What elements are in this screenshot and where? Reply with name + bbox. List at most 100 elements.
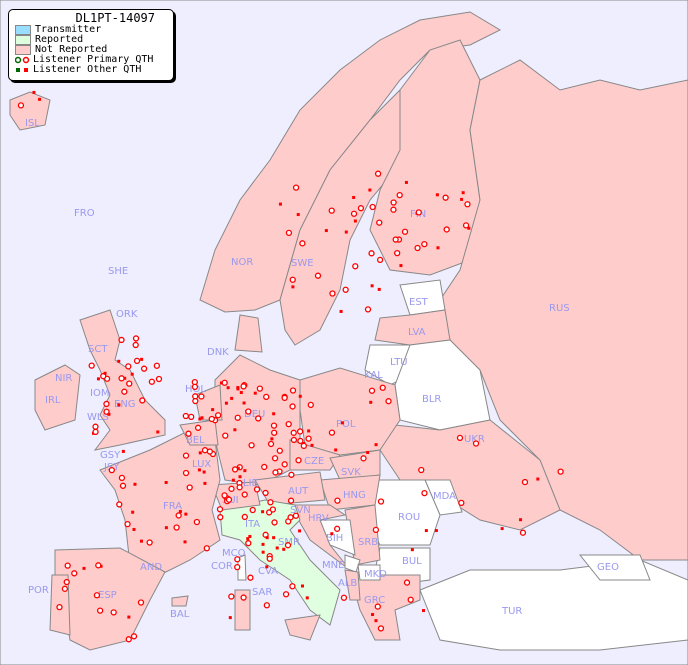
legend-label: Listener Primary QTH — [33, 54, 154, 65]
country-label-cva: CVA — [258, 566, 278, 577]
country-label-fra: FRA — [163, 501, 182, 512]
country-label-sct: SCT — [88, 344, 108, 355]
listener-primary-qth-marker — [352, 263, 359, 270]
listener-primary-qth-marker — [329, 290, 336, 297]
listener-primary-qth-marker — [368, 387, 376, 394]
listener-primary-qth-marker — [266, 555, 273, 562]
listener-primary-qth-marker — [240, 383, 247, 390]
listener-primary-qth-marker — [442, 194, 449, 201]
listener-primary-qth-marker — [253, 486, 261, 493]
country-label-pol: POL — [336, 419, 356, 430]
listener-primary-qth-marker — [247, 574, 254, 581]
country-label-and: AND — [140, 562, 162, 573]
country-label-bel: BEL — [186, 435, 205, 446]
listener-primary-qth-marker — [403, 579, 411, 586]
listener-primary-qth-marker — [342, 286, 349, 293]
listener-primary-qth-marker — [282, 591, 290, 598]
listener-primary-qth-marker — [288, 471, 295, 478]
listener-primary-qth-marker — [297, 437, 304, 445]
listener-other-qth-marker — [117, 359, 121, 363]
country-ukr — [379, 419, 561, 531]
listener-primary-qth-marker — [421, 240, 428, 248]
legend-item-transmitter: Transmitter — [9, 25, 173, 35]
listener-primary-qth-marker — [443, 226, 450, 233]
listener-primary-qth-marker — [401, 228, 409, 235]
reported-swatch — [15, 35, 31, 45]
country-label-ork: ORK — [116, 309, 138, 320]
listener-primary-qth-marker — [360, 455, 367, 462]
listener-primary-qth-marker — [17, 102, 25, 109]
listener-primary-qth-marker — [119, 482, 127, 489]
listener-primary-qth-marker — [377, 498, 385, 505]
listener-other-qth-marker — [272, 412, 276, 416]
listener-primary-qth-marker — [64, 562, 71, 569]
listener-primary-qth-marker — [292, 184, 300, 191]
country-alb — [344, 569, 361, 601]
listener-other-qth-marker — [436, 246, 440, 250]
listener-primary-qth-marker — [314, 272, 322, 279]
listener-primary-qth-marker — [216, 506, 224, 513]
country-labels: ISLFROSHEORKSCTNIRIRLIOMWLSENGGSYJSYHOLB… — [25, 118, 619, 620]
legend-label: Reported — [35, 34, 84, 45]
listener-primary-qth-marker — [472, 440, 480, 447]
listener-primary-qth-marker — [255, 415, 262, 422]
listener-primary-qth-marker — [201, 447, 209, 454]
listener-other-qth-marker — [202, 470, 206, 474]
listener-primary-qth-marker — [290, 429, 297, 436]
listener-primary-qth-marker — [63, 578, 70, 586]
listener-other-qth-marker — [236, 466, 240, 470]
listener-other-qth-marker — [272, 536, 276, 540]
transmitter-swatch — [15, 25, 31, 35]
listener-primary-qth-marker — [272, 469, 279, 476]
listener-other-qth-marker — [330, 532, 334, 536]
listener-primary-qth-marker — [263, 602, 270, 609]
listener-other-qth-marker — [500, 527, 504, 531]
legend-label: Not Reported — [35, 44, 108, 55]
listener-primary-qth-marker — [281, 461, 288, 468]
listener-primary-qth-marker — [374, 170, 382, 177]
listener-other-qth-marker — [239, 391, 243, 395]
listener-primary-qth-marker — [390, 206, 397, 213]
listener-primary-qth-marker — [118, 474, 126, 482]
listener-other-qth-marker — [296, 213, 300, 217]
listener-primary-qth-marker — [240, 594, 247, 601]
listener-other-qth-marker — [366, 451, 370, 455]
listener-other-qth-marker — [461, 191, 465, 195]
listener-other-qth-marker — [231, 478, 235, 482]
listener-primary-qth-marker — [92, 428, 99, 436]
listener-primary-qth-marker — [228, 593, 235, 600]
listener-other-qth-marker — [133, 482, 137, 486]
listener-other-qth-marker — [243, 469, 247, 473]
listener-primary-qth-marker — [194, 424, 202, 431]
listener-primary-qth-marker — [557, 468, 564, 475]
listener-other-qth-marker — [291, 285, 295, 289]
listener-other-qth-marker — [265, 565, 269, 569]
listener-primary-qth-marker — [182, 469, 190, 477]
not-reported-swatch — [15, 45, 31, 55]
country-label-por: POR — [28, 585, 49, 596]
listener-other-qth-marker — [467, 226, 471, 230]
square-marker-icon — [15, 66, 33, 74]
country-label-kal: KAL — [364, 370, 383, 381]
listener-primary-qth-marker — [292, 512, 300, 519]
listener-primary-qth-marker — [394, 249, 401, 257]
listener-markers — [17, 90, 564, 643]
listener-primary-qth-marker — [192, 397, 199, 405]
listener-other-qth-marker — [334, 448, 338, 452]
country-label-she: SHE — [108, 266, 128, 277]
listener-primary-qth-marker — [208, 415, 215, 423]
listener-other-qth-marker — [310, 443, 314, 447]
listener-primary-qth-marker — [281, 394, 288, 401]
country-label-est: EST — [409, 297, 429, 308]
listener-other-qth-marker — [352, 195, 356, 199]
country-irl — [34, 364, 81, 431]
listener-primary-qth-marker — [287, 514, 294, 521]
listener-primary-qth-marker — [185, 430, 192, 437]
listener-other-qth-marker — [248, 534, 252, 538]
country-cor — [237, 554, 247, 581]
listener-primary-qth-marker — [132, 341, 139, 349]
listener-primary-qth-marker — [368, 250, 375, 257]
listener-primary-qth-marker — [357, 205, 365, 212]
listener-primary-qth-marker — [193, 518, 201, 526]
listener-primary-qth-marker — [198, 393, 205, 400]
